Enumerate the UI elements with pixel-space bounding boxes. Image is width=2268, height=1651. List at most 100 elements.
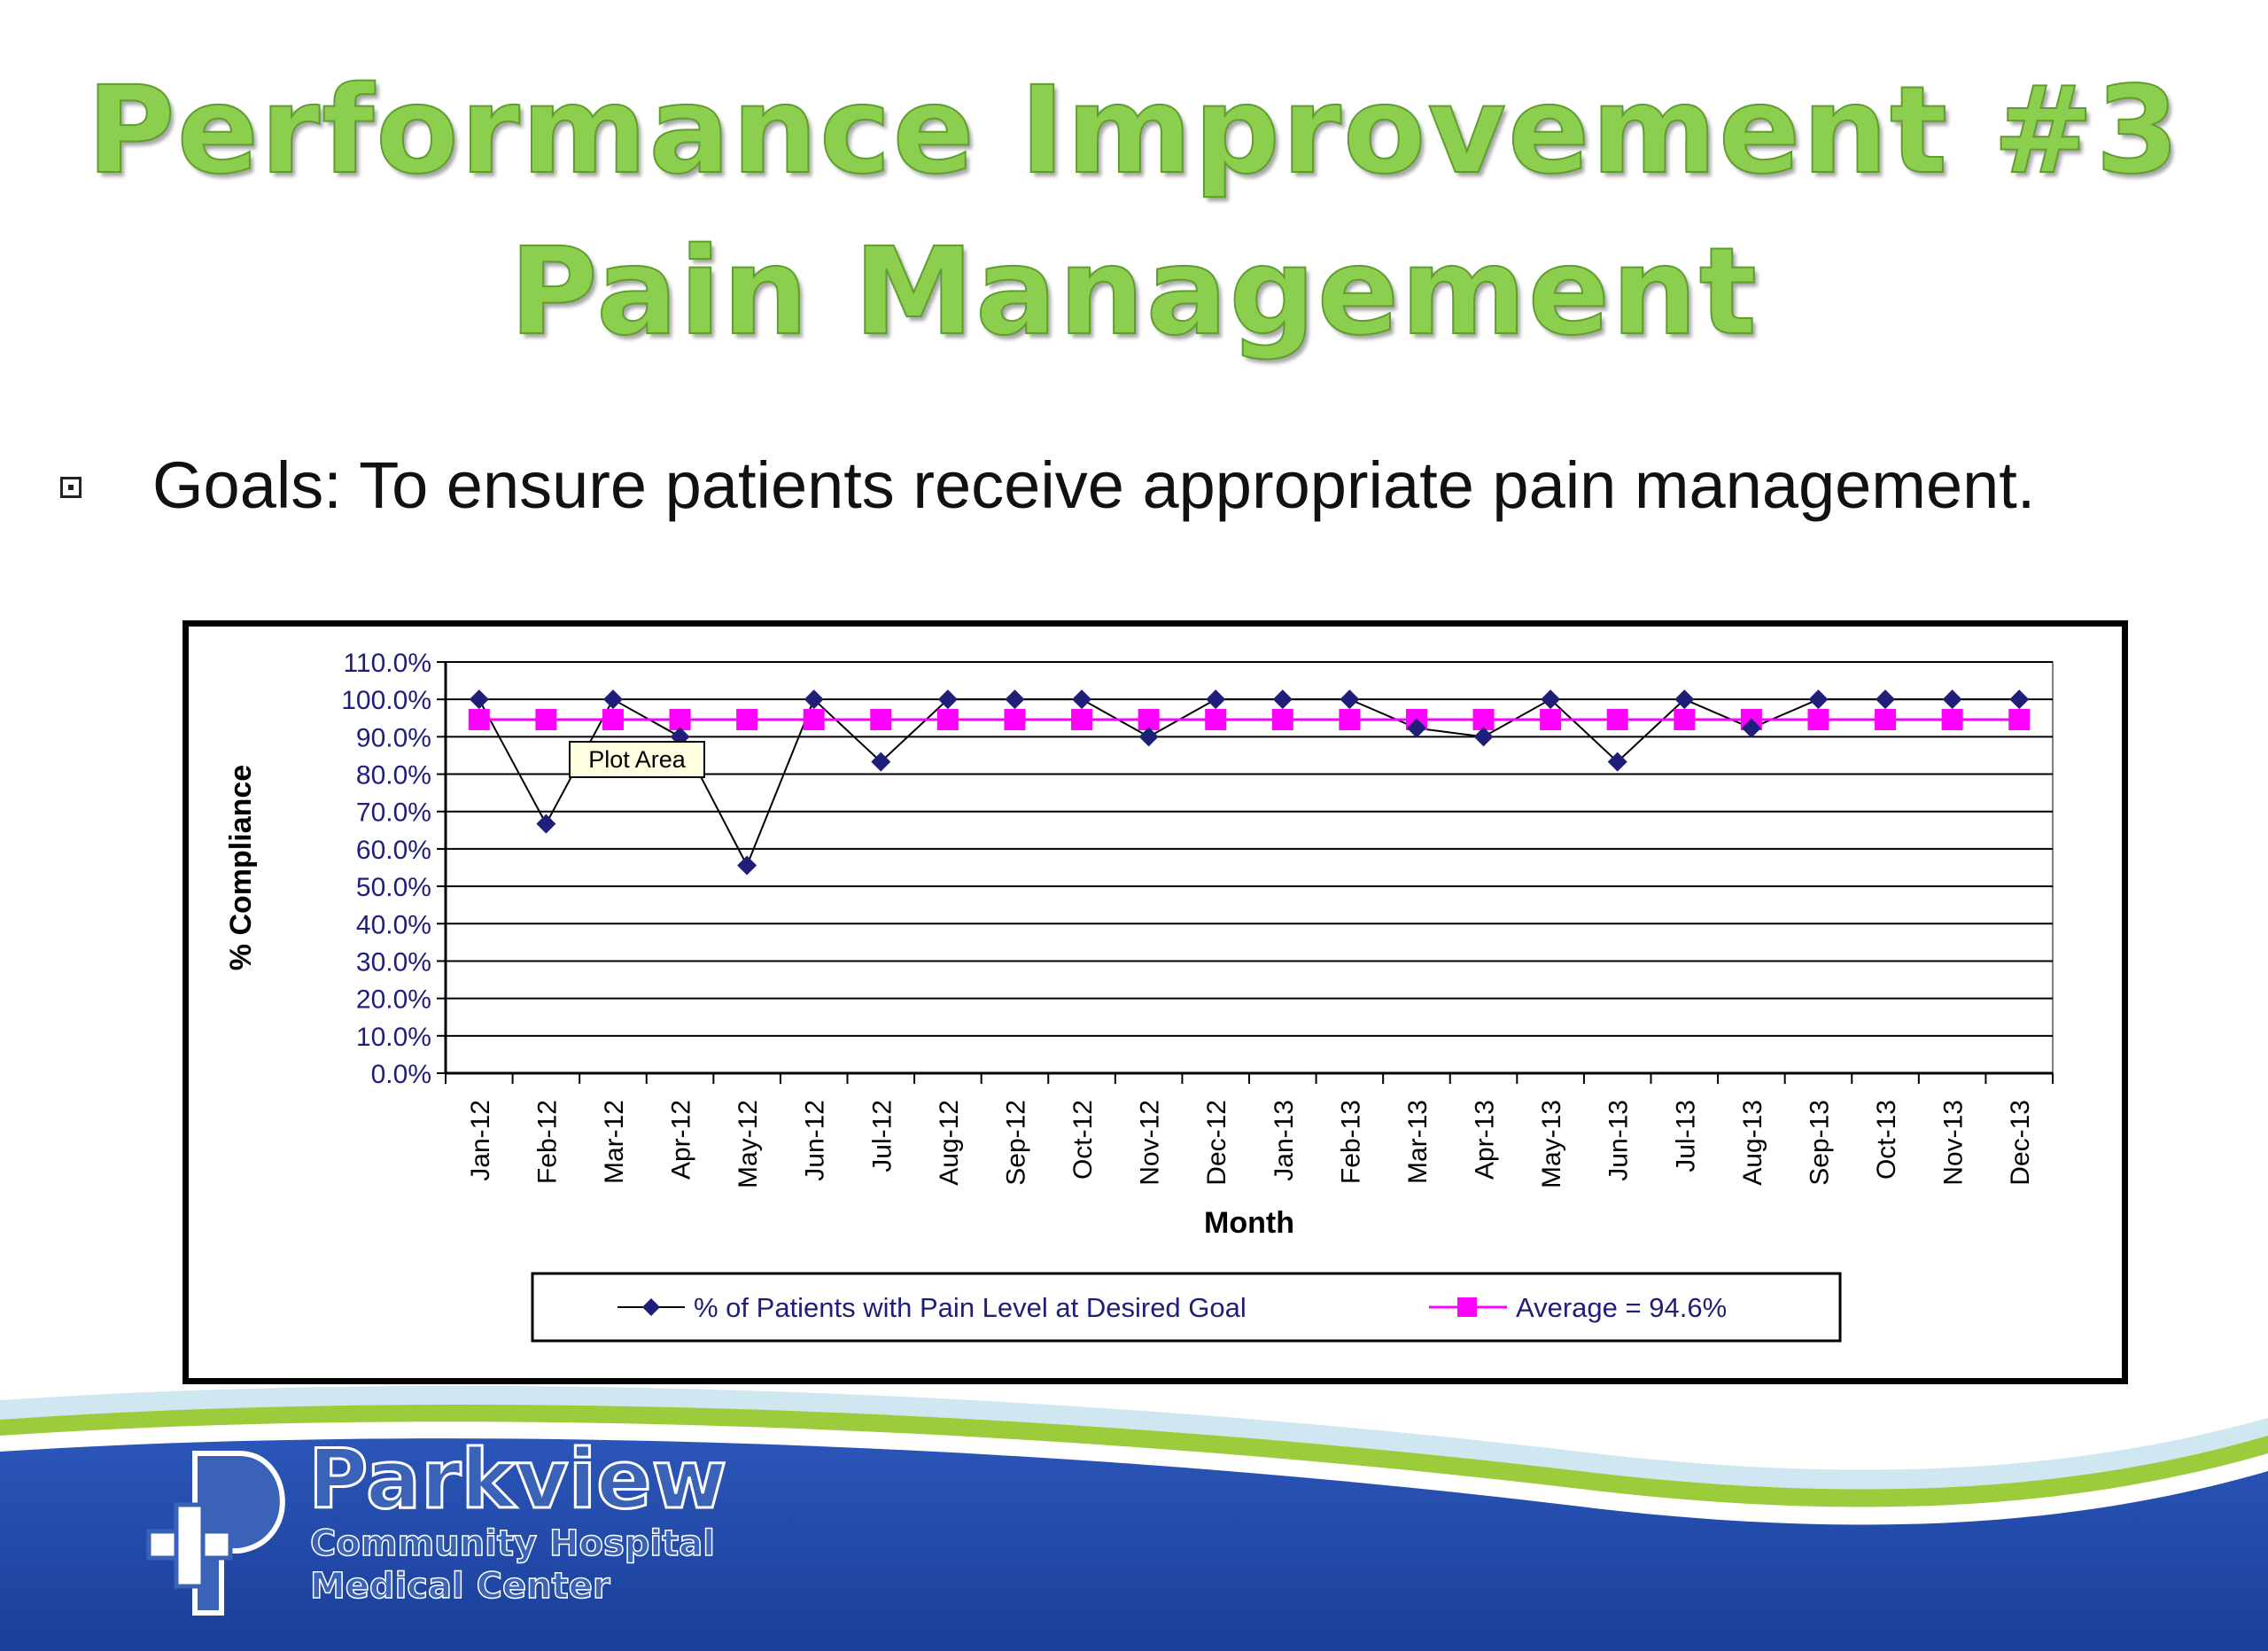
x-tick-label: Dec-12 xyxy=(1202,1100,1231,1186)
patients-point xyxy=(1942,689,1962,710)
average-point xyxy=(1540,708,1562,730)
parkview-logo: Parkview Community Hospital Medical Cent… xyxy=(142,1437,762,1622)
patients-point xyxy=(871,752,891,772)
slide-title-line1: Performance Improvement #3 xyxy=(86,61,2181,201)
y-tick-label: 90.0% xyxy=(356,723,431,752)
x-tick-label: Jun-12 xyxy=(801,1100,830,1181)
y-tick-label: 30.0% xyxy=(356,947,431,977)
x-tick-label: May-13 xyxy=(1537,1100,1566,1188)
patients-point xyxy=(1406,718,1426,738)
goals-text: Goals: To ensure patients receive approp… xyxy=(152,448,2036,522)
legend-marker-patients xyxy=(642,1298,660,1316)
average-point xyxy=(1339,708,1361,730)
patients-point xyxy=(1607,752,1627,772)
patients-point xyxy=(1741,718,1761,738)
y-tick-label: 70.0% xyxy=(356,798,431,828)
patients-point xyxy=(1340,689,1360,710)
average-point xyxy=(1472,708,1495,730)
plot-area xyxy=(445,661,2054,1074)
slide-title-line2: Pain Management xyxy=(509,222,1759,362)
x-tick-label: Mar-12 xyxy=(600,1100,629,1184)
logo-subtitle-line2: Medical Center xyxy=(309,1566,610,1607)
x-tick-label: Aug-13 xyxy=(1738,1100,1767,1186)
x-tick-label: Dec-13 xyxy=(2006,1100,2035,1186)
average-point xyxy=(736,708,758,730)
tooltip-box xyxy=(569,741,705,778)
x-tick-label: Jul-13 xyxy=(1671,1100,1700,1172)
x-tick-label: Jul-12 xyxy=(867,1100,897,1172)
x-tick-label: Aug-12 xyxy=(935,1100,964,1186)
average-point xyxy=(1138,708,1160,730)
patients-point xyxy=(536,814,556,834)
average-point xyxy=(468,708,490,730)
patients-point xyxy=(469,689,489,710)
legend xyxy=(531,1272,1842,1343)
x-tick-label: Oct-13 xyxy=(1872,1100,1901,1180)
average-point xyxy=(1205,708,1227,730)
series-line-patients xyxy=(478,697,2020,868)
average-point xyxy=(1875,708,1897,730)
x-tick-label: Oct-12 xyxy=(1068,1100,1098,1180)
patients-point xyxy=(1876,689,1896,710)
x-tick-label: May-12 xyxy=(734,1100,763,1188)
average-point xyxy=(803,708,825,730)
chart-frame[interactable]: 0.0% 10.0% 20.0% 30.0% 40.0% 50.0% 60.0% 70.0% 8… xyxy=(183,620,2128,1384)
y-tick-label: 100.0% xyxy=(341,686,431,715)
patients-point xyxy=(1674,689,1695,710)
y-axis-title: % Compliance xyxy=(224,765,258,970)
average-point xyxy=(1071,708,1093,730)
bullet-icon xyxy=(60,477,82,498)
tooltip-text: Plot Area xyxy=(588,746,687,773)
patients-point xyxy=(1808,689,1829,710)
average-point xyxy=(936,708,959,730)
patients-point xyxy=(1473,727,1494,747)
x-tick-label: Sep-13 xyxy=(1805,1100,1834,1186)
x-tick-label: Jan-12 xyxy=(466,1100,495,1181)
x-tick-label: Jan-13 xyxy=(1270,1100,1299,1181)
average-point xyxy=(1674,708,1696,730)
patients-point xyxy=(670,727,690,747)
line-chart[interactable]: 0.0% 10.0% 20.0% 30.0% 40.0% 50.0% 60.0% 70.0% 8… xyxy=(189,627,2122,1378)
legend-label-patients: % of Patients with Pain Level at Desired… xyxy=(694,1292,1247,1323)
y-tick-label: 20.0% xyxy=(356,985,431,1015)
x-tick-label: Apr-13 xyxy=(1471,1100,1500,1180)
patients-point xyxy=(737,855,757,876)
x-tick-label: Jun-13 xyxy=(1604,1100,1634,1181)
y-tick-label: 40.0% xyxy=(356,910,431,939)
patients-point xyxy=(1272,689,1293,710)
patients-point xyxy=(602,689,623,710)
footer-wave xyxy=(0,1385,2268,1651)
average-point xyxy=(535,708,557,730)
patients-point xyxy=(1072,689,1092,710)
legend-label-average: Average = 94.6% xyxy=(1516,1292,1727,1323)
average-point xyxy=(1271,708,1293,730)
logo-subtitle-line1: Community Hospital xyxy=(309,1523,715,1564)
average-point xyxy=(870,708,892,730)
y-tick-label: 10.0% xyxy=(356,1023,431,1052)
y-tick-label: 110.0% xyxy=(343,649,431,678)
x-tick-label: Apr-12 xyxy=(667,1100,696,1180)
x-tick-label: Sep-12 xyxy=(1001,1100,1030,1186)
average-point xyxy=(1606,708,1628,730)
x-tick-label: Feb-12 xyxy=(532,1100,562,1184)
logo-name: Parkview xyxy=(307,1432,728,1527)
patients-point xyxy=(937,689,958,710)
x-tick-label: Feb-13 xyxy=(1336,1100,1365,1184)
average-point xyxy=(1807,708,1829,730)
hospital-cross-logo-icon xyxy=(146,1451,285,1616)
y-tick-label: 80.0% xyxy=(356,761,431,790)
patients-point xyxy=(1005,689,1025,710)
patients-point xyxy=(1541,689,1561,710)
patients-point xyxy=(1206,689,1226,710)
average-point xyxy=(669,708,691,730)
y-tick-label: 0.0% xyxy=(371,1060,431,1089)
x-tick-label: Nov-12 xyxy=(1136,1100,1165,1186)
patients-point xyxy=(1138,727,1159,747)
patients-point xyxy=(2009,689,2030,710)
average-point xyxy=(2008,708,2031,730)
average-point xyxy=(1941,708,1963,730)
x-axis-title: Month xyxy=(1204,1206,1294,1240)
y-tick-label: 50.0% xyxy=(356,873,431,902)
patients-point xyxy=(804,689,824,710)
x-tick-label: Nov-13 xyxy=(1939,1100,1969,1186)
